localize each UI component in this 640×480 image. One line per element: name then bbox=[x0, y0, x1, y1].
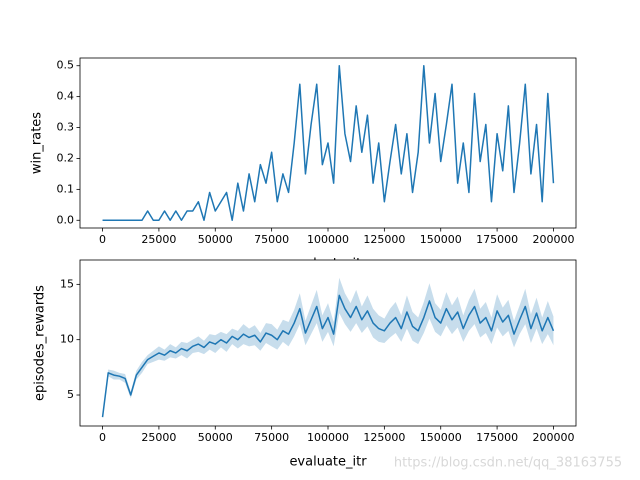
x-tick-label: 200000 bbox=[532, 233, 574, 246]
line bbox=[102, 64, 555, 222]
x-tick-label: 75000 bbox=[254, 431, 289, 444]
x-tick-label: 125000 bbox=[363, 233, 405, 246]
x-tick-label: 25000 bbox=[141, 431, 176, 444]
error-band bbox=[102, 277, 554, 419]
x-tick-label: 175000 bbox=[476, 431, 518, 444]
y-axis-label: episodes_rewards bbox=[33, 285, 48, 401]
line bbox=[101, 294, 555, 418]
watermark: https://blog.csdn.net/qq_38163755 bbox=[394, 456, 622, 471]
x-tick-label: 50000 bbox=[198, 431, 233, 444]
x-tick-label: 50000 bbox=[198, 233, 233, 246]
plot-area bbox=[80, 260, 576, 426]
y-tick-label: 0.3 bbox=[57, 121, 75, 134]
y-tick-label: 0.4 bbox=[57, 90, 75, 103]
x-tick-label: 200000 bbox=[532, 431, 574, 444]
x-tick-label: 150000 bbox=[420, 431, 462, 444]
y-tick-label: 0.2 bbox=[57, 151, 75, 164]
y-tick-label: 0.1 bbox=[57, 182, 75, 195]
x-tick-label: 150000 bbox=[420, 233, 462, 246]
x-axis-label: evaluate_itr bbox=[289, 455, 367, 470]
y-axis-label: win_rates bbox=[30, 112, 45, 174]
y-tick-label: 0.0 bbox=[57, 213, 75, 226]
y-tick-label: 0.5 bbox=[57, 59, 75, 72]
y-tick-label: 15 bbox=[60, 277, 74, 290]
x-tick-label: 100000 bbox=[307, 233, 349, 246]
x-tick-label: 100000 bbox=[307, 431, 349, 444]
y-tick-label: 5 bbox=[67, 388, 74, 401]
x-tick-label: 0 bbox=[99, 233, 106, 246]
x-tick-label: 75000 bbox=[254, 233, 289, 246]
x-tick-label: 175000 bbox=[476, 233, 518, 246]
x-tick-label: 25000 bbox=[141, 233, 176, 246]
x-tick-label: 125000 bbox=[363, 431, 405, 444]
y-tick-label: 10 bbox=[60, 333, 74, 346]
x-tick-label: 0 bbox=[99, 431, 106, 444]
